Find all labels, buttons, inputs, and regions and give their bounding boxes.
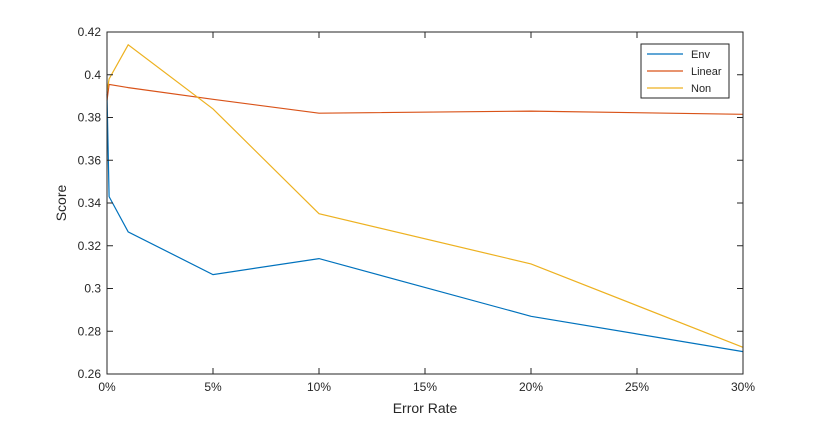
x-tick-label: 10% — [307, 380, 331, 394]
legend-label-env: Env — [691, 49, 710, 61]
series-line-non — [106, 43, 744, 348]
x-axis-title: Error Rate — [393, 400, 458, 416]
x-tick-label: 5% — [204, 380, 222, 394]
plot-background — [107, 32, 743, 374]
x-tick-label: 25% — [625, 380, 649, 394]
x-tick-label: 30% — [731, 380, 755, 394]
y-tick-label: 0.4 — [84, 68, 101, 82]
legend: Env Linear Non — [640, 43, 730, 99]
x-tick-label: 20% — [519, 380, 543, 394]
axes-layer: 0% 5% 10% 15% 20% 25% 30% 0.26 0.28 0.3 0.32 0.34 0.… — [78, 25, 756, 394]
y-tick-label: 0.3 — [84, 282, 101, 296]
series-line-env — [106, 93, 744, 353]
legend-label-linear: Linear — [691, 66, 722, 78]
x-tick-label: 0% — [98, 380, 116, 394]
series-line-linear — [106, 83, 744, 115]
series-layer — [106, 43, 744, 353]
y-axis-title: Score — [53, 185, 69, 222]
legend-label-non: Non — [691, 83, 711, 95]
y-tick-label: 0.42 — [78, 25, 102, 39]
y-tick-label: 0.26 — [78, 367, 102, 381]
y-tick-label: 0.32 — [78, 239, 102, 253]
y-tick-label: 0.38 — [78, 111, 102, 125]
y-tick-label: 0.36 — [78, 153, 102, 167]
y-tick-label: 0.34 — [78, 196, 102, 210]
x-tick-label: 15% — [413, 380, 437, 394]
y-tick-label: 0.28 — [78, 324, 102, 338]
